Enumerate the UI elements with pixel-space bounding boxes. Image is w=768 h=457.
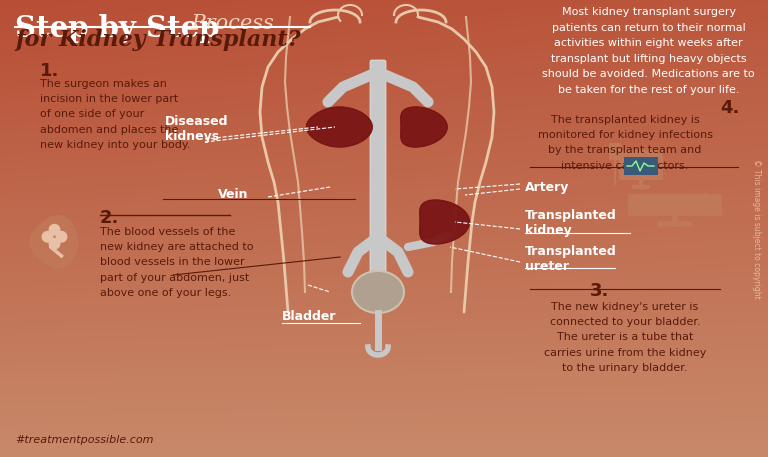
Text: 4.: 4. bbox=[720, 99, 740, 117]
Text: The new kidney's ureter is
connected to your bladder.
The ureter is a tube that
: The new kidney's ureter is connected to … bbox=[544, 302, 707, 373]
Text: The blood vessels of the
new kidney are attached to
blood vessels in the lower
p: The blood vessels of the new kidney are … bbox=[100, 227, 253, 298]
FancyBboxPatch shape bbox=[624, 157, 658, 175]
Polygon shape bbox=[30, 216, 78, 268]
Circle shape bbox=[56, 232, 67, 242]
Text: 1.: 1. bbox=[40, 62, 59, 80]
Polygon shape bbox=[306, 107, 372, 147]
Polygon shape bbox=[401, 107, 447, 147]
Circle shape bbox=[49, 239, 60, 249]
Text: 3.: 3. bbox=[590, 282, 609, 300]
FancyBboxPatch shape bbox=[628, 194, 722, 216]
FancyBboxPatch shape bbox=[619, 150, 663, 180]
Text: Vein: Vein bbox=[218, 187, 249, 201]
Text: © This image is subject to copyright: © This image is subject to copyright bbox=[753, 159, 762, 299]
FancyBboxPatch shape bbox=[609, 143, 621, 160]
Circle shape bbox=[49, 224, 60, 235]
Text: Transplanted
kidney: Transplanted kidney bbox=[525, 209, 617, 237]
FancyBboxPatch shape bbox=[370, 60, 386, 284]
FancyBboxPatch shape bbox=[639, 198, 701, 210]
Text: Most kidney transplant surgery
patients can return to their normal
activities wi: Most kidney transplant surgery patients … bbox=[542, 7, 755, 95]
Ellipse shape bbox=[352, 271, 404, 313]
Circle shape bbox=[42, 232, 53, 242]
Text: 2.: 2. bbox=[100, 209, 119, 227]
Text: Bladder: Bladder bbox=[282, 310, 336, 324]
Text: Transplanted
ureter: Transplanted ureter bbox=[525, 245, 617, 273]
Text: for Kidney Transplant?: for Kidney Transplant? bbox=[15, 29, 300, 51]
Polygon shape bbox=[420, 200, 469, 244]
Text: Step by Step: Step by Step bbox=[15, 14, 220, 43]
Text: #treatmentpossible.com: #treatmentpossible.com bbox=[15, 435, 154, 445]
Text: The surgeon makes an
incision in the lower part
of one side of your
abdomen and : The surgeon makes an incision in the low… bbox=[40, 79, 190, 150]
Text: Artery: Artery bbox=[525, 181, 569, 193]
Text: The transplanted kidney is
monitored for kidney infections
by the transplant tea: The transplanted kidney is monitored for… bbox=[538, 115, 713, 170]
Text: Diseased
kidneys: Diseased kidneys bbox=[165, 115, 229, 143]
Text: Process: Process bbox=[185, 14, 274, 33]
Circle shape bbox=[697, 193, 713, 209]
